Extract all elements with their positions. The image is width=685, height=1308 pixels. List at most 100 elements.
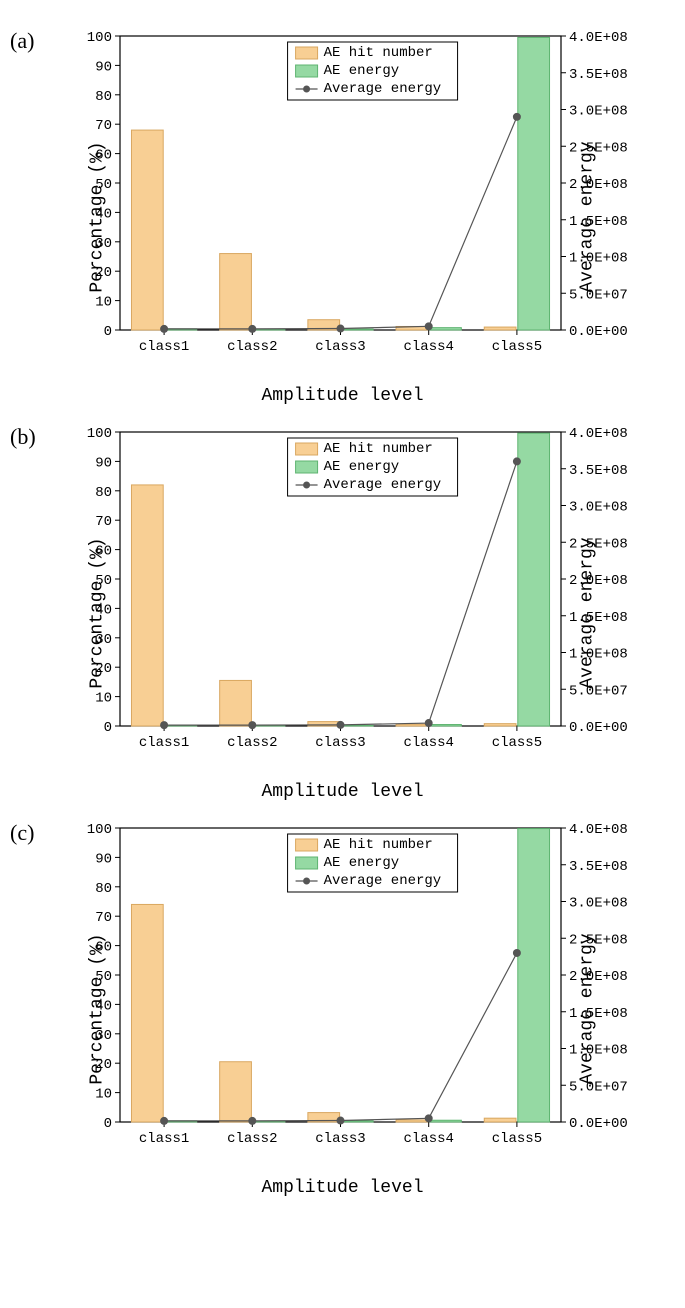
svg-text:class2: class2 bbox=[227, 735, 277, 751]
svg-text:0.0E+00: 0.0E+00 bbox=[569, 1116, 628, 1132]
svg-text:AE energy: AE energy bbox=[324, 63, 400, 79]
svg-text:class4: class4 bbox=[403, 735, 453, 751]
bar-ae-hit bbox=[131, 130, 163, 330]
svg-text:0.0E+00: 0.0E+00 bbox=[569, 324, 628, 340]
bar-ae-energy bbox=[518, 433, 550, 726]
svg-text:3.0E+08: 3.0E+08 bbox=[569, 500, 628, 516]
marker-average-energy bbox=[337, 1117, 345, 1125]
svg-text:4.0E+08: 4.0E+08 bbox=[569, 426, 628, 442]
svg-text:70: 70 bbox=[95, 118, 112, 134]
svg-text:class4: class4 bbox=[403, 339, 453, 355]
marker-average-energy bbox=[513, 949, 521, 957]
svg-text:10: 10 bbox=[95, 295, 112, 311]
legend: AE hit numberAE energyAverage energy bbox=[288, 834, 458, 892]
svg-text:0: 0 bbox=[104, 720, 112, 736]
bar-ae-energy bbox=[341, 1121, 373, 1122]
bar-ae-energy bbox=[518, 37, 550, 330]
svg-text:3.5E+08: 3.5E+08 bbox=[569, 859, 628, 875]
svg-text:AE hit number: AE hit number bbox=[324, 441, 433, 457]
svg-text:80: 80 bbox=[95, 89, 112, 105]
y-axis-left-label: Percentage (%) bbox=[88, 933, 108, 1084]
svg-text:class3: class3 bbox=[315, 735, 365, 751]
svg-text:Average energy: Average energy bbox=[324, 477, 442, 493]
marker-average-energy bbox=[337, 325, 345, 333]
line-average-energy bbox=[164, 117, 517, 329]
svg-text:class2: class2 bbox=[227, 1131, 277, 1147]
marker-average-energy bbox=[160, 1117, 168, 1125]
bar-ae-energy bbox=[341, 329, 373, 330]
svg-text:class3: class3 bbox=[315, 1131, 365, 1147]
svg-text:class1: class1 bbox=[139, 735, 189, 751]
svg-text:90: 90 bbox=[95, 851, 112, 867]
marker-average-energy bbox=[513, 113, 521, 121]
svg-text:3.0E+08: 3.0E+08 bbox=[569, 896, 628, 912]
y-axis-left-label: Percentage (%) bbox=[88, 537, 108, 688]
svg-text:AE hit number: AE hit number bbox=[324, 837, 433, 853]
bar-ae-energy bbox=[518, 829, 550, 1122]
bar-ae-energy bbox=[430, 1120, 462, 1122]
marker-average-energy bbox=[337, 721, 345, 729]
svg-text:class4: class4 bbox=[403, 1131, 453, 1147]
bar-ae-hit bbox=[396, 724, 428, 726]
chart-panel-b: (b)Percentage (%)Average energy010203040… bbox=[10, 424, 675, 802]
svg-text:90: 90 bbox=[95, 59, 112, 75]
svg-text:0.0E+00: 0.0E+00 bbox=[569, 720, 628, 736]
y-axis-right-label: Average energy bbox=[577, 537, 597, 688]
legend: AE hit number AE energy Average energy bbox=[288, 438, 458, 496]
svg-text:80: 80 bbox=[95, 485, 112, 501]
panel-label: (b) bbox=[10, 424, 36, 450]
bar-ae-energy bbox=[430, 328, 462, 330]
svg-text:class5: class5 bbox=[492, 735, 542, 751]
y-axis-right-label: Average energy bbox=[577, 141, 597, 292]
bar-ae-hit bbox=[220, 254, 252, 330]
svg-text:0: 0 bbox=[104, 324, 112, 340]
svg-text:class1: class1 bbox=[139, 1131, 189, 1147]
bar-ae-energy bbox=[430, 725, 462, 726]
legend: AE hit numberAE energyAverage energy bbox=[288, 42, 458, 100]
svg-text:class5: class5 bbox=[492, 1131, 542, 1147]
chart-panel-a: (a)Percentage (%)Average energy010203040… bbox=[10, 28, 675, 406]
svg-text:100: 100 bbox=[87, 426, 112, 442]
y-axis-left-label: Percentage (%) bbox=[88, 141, 108, 292]
bar-ae-hit bbox=[220, 1062, 252, 1122]
svg-text:90: 90 bbox=[95, 455, 112, 471]
svg-text:100: 100 bbox=[87, 822, 112, 838]
svg-text:4.0E+08: 4.0E+08 bbox=[569, 822, 628, 838]
svg-text:3.0E+08: 3.0E+08 bbox=[569, 104, 628, 120]
chart-svg: 01020304050607080901000.0E+005.0E+071.0E… bbox=[74, 28, 631, 358]
svg-text:class2: class2 bbox=[227, 339, 277, 355]
svg-text:70: 70 bbox=[95, 514, 112, 530]
chart-svg: 01020304050607080901000.0E+005.0E+071.0E… bbox=[74, 820, 631, 1150]
bar-ae-hit bbox=[131, 485, 163, 726]
x-axis-label: Amplitude level bbox=[74, 1178, 611, 1198]
bar-ae-hit bbox=[484, 724, 516, 726]
marker-average-energy bbox=[425, 1114, 433, 1122]
bar-ae-hit bbox=[484, 1118, 516, 1122]
svg-text:80: 80 bbox=[95, 881, 112, 897]
marker-average-energy bbox=[513, 457, 521, 465]
bar-ae-hit bbox=[131, 904, 163, 1122]
bar-ae-hit bbox=[396, 1120, 428, 1122]
x-axis-label: Amplitude level bbox=[74, 782, 611, 802]
svg-text:Average energy: Average energy bbox=[324, 81, 442, 97]
svg-text:0: 0 bbox=[104, 1116, 112, 1132]
svg-text:3.5E+08: 3.5E+08 bbox=[569, 463, 628, 479]
svg-text:3.5E+08: 3.5E+08 bbox=[569, 67, 628, 83]
line-average-energy bbox=[164, 461, 517, 725]
bar-ae-hit bbox=[220, 680, 252, 726]
svg-text:10: 10 bbox=[95, 691, 112, 707]
panel-label: (c) bbox=[10, 820, 34, 846]
svg-text:4.0E+08: 4.0E+08 bbox=[569, 30, 628, 46]
chart-panel-c: (c)Percentage (%)Average energy010203040… bbox=[10, 820, 675, 1198]
panel-label: (a) bbox=[10, 28, 34, 54]
marker-average-energy bbox=[425, 322, 433, 330]
svg-text:AE energy: AE energy bbox=[324, 459, 400, 475]
marker-average-energy bbox=[248, 721, 256, 729]
svg-text:70: 70 bbox=[95, 910, 112, 926]
line-average-energy bbox=[164, 953, 517, 1121]
marker-average-energy bbox=[248, 325, 256, 333]
svg-text:100: 100 bbox=[87, 30, 112, 46]
marker-average-energy bbox=[160, 325, 168, 333]
bar-ae-energy bbox=[341, 725, 373, 726]
svg-text:class1: class1 bbox=[139, 339, 189, 355]
